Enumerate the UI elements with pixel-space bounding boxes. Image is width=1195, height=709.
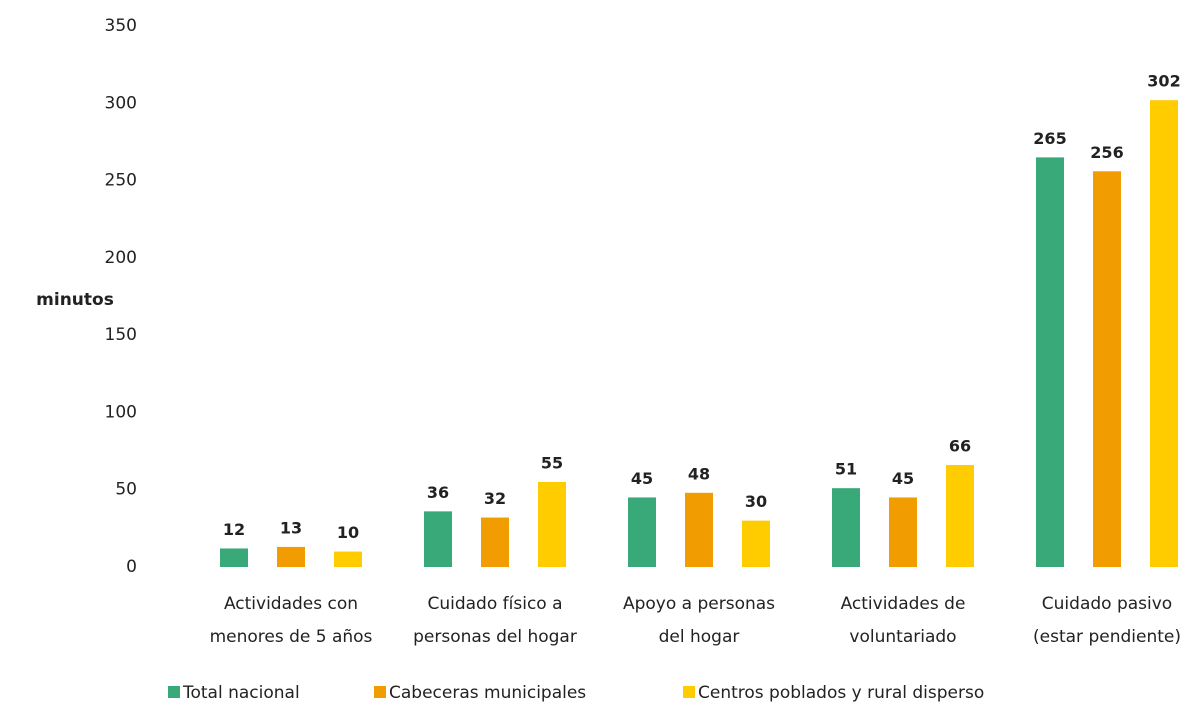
bar [481, 517, 509, 567]
y-tick-label: 300 [105, 93, 137, 113]
bar [628, 497, 656, 567]
bar [1036, 157, 1064, 567]
bar [1150, 100, 1178, 568]
data-label: 45 [631, 469, 653, 488]
data-label: 12 [223, 520, 245, 539]
y-tick-label: 200 [105, 248, 137, 268]
bar [424, 511, 452, 567]
x-tick-label: Actividades con [224, 594, 358, 614]
y-tick-label: 50 [115, 480, 137, 500]
legend-swatch [374, 686, 386, 698]
y-tick-label: 0 [126, 557, 137, 577]
bar [685, 492, 713, 567]
x-tick-label: voluntariado [849, 627, 956, 647]
bar [832, 488, 860, 567]
legend-label: Total nacional [182, 683, 300, 703]
y-tick-label: 250 [105, 171, 137, 191]
x-tick-label: Apoyo a personas [623, 594, 775, 614]
legend-swatch [168, 686, 180, 698]
bar [220, 548, 248, 567]
y-tick-label: 100 [105, 402, 137, 422]
bar [277, 546, 305, 567]
x-tick-label: Actividades de [841, 594, 966, 614]
data-label: 265 [1033, 129, 1066, 148]
legend-label: Centros poblados y rural disperso [698, 683, 984, 703]
bar [1093, 171, 1121, 567]
data-label: 13 [280, 518, 302, 537]
bar [742, 520, 770, 567]
bar [946, 464, 974, 567]
data-label: 30 [745, 492, 767, 511]
legend-label: Cabeceras municipales [389, 683, 586, 703]
x-tick-label: Cuidado pasivo [1042, 594, 1172, 614]
data-label: 256 [1090, 143, 1123, 162]
data-label: 10 [337, 523, 359, 542]
data-label: 48 [688, 464, 710, 483]
y-axis-label: minutos [36, 290, 114, 310]
data-label: 66 [949, 436, 971, 455]
x-tick-label: personas del hogar [413, 627, 577, 647]
y-tick-label: 150 [105, 325, 137, 345]
bar [334, 551, 362, 567]
x-tick-label: (estar pendiente) [1033, 627, 1181, 647]
legend-swatch [683, 686, 695, 698]
data-label: 55 [541, 453, 563, 472]
data-label: 51 [835, 460, 857, 479]
data-label: 36 [427, 483, 449, 502]
data-label: 302 [1147, 72, 1180, 91]
x-tick-label: menores de 5 años [210, 627, 373, 647]
x-tick-label: Cuidado físico a [427, 594, 562, 614]
bar [538, 481, 566, 567]
data-label: 32 [484, 489, 506, 508]
data-label: 45 [892, 469, 914, 488]
bar [889, 497, 917, 567]
x-tick-label: del hogar [659, 627, 740, 647]
y-tick-label: 350 [105, 16, 137, 36]
